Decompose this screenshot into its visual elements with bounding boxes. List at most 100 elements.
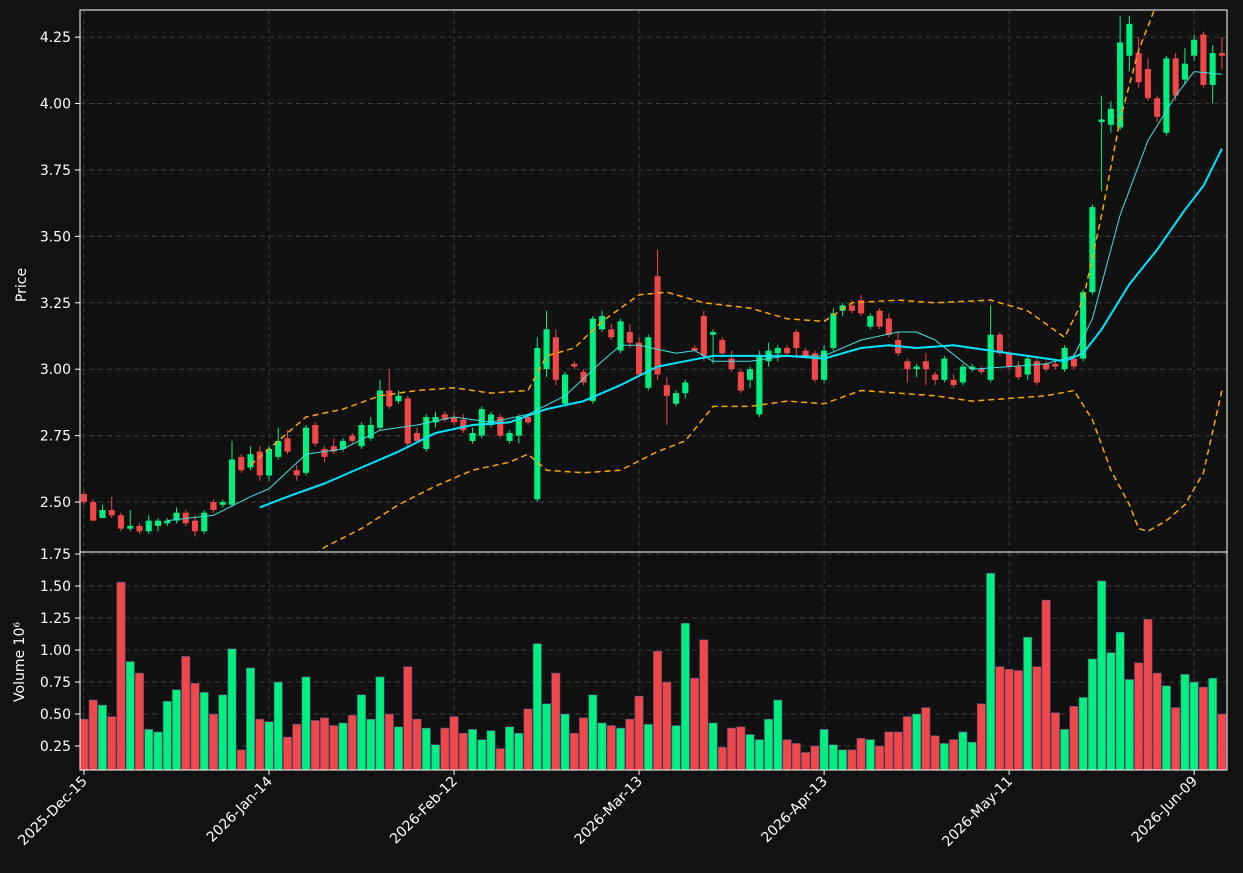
volume-bar — [930, 735, 940, 770]
candle-body — [238, 456, 245, 471]
volume-bar — [394, 726, 403, 770]
volume-bar — [431, 744, 440, 770]
y-tick-label: 1.75 — [40, 547, 71, 563]
volume-bar — [838, 749, 848, 770]
x-tick-label: 2026-Apr-13 — [758, 774, 831, 847]
candle-body — [959, 366, 966, 383]
volume-bar — [995, 666, 1005, 770]
candle-body — [1117, 42, 1124, 128]
volume-bar — [1180, 674, 1190, 770]
volume-bar — [329, 725, 339, 770]
candle-body — [719, 339, 726, 354]
candle-body — [1052, 363, 1059, 367]
volume-bar — [902, 716, 912, 770]
volume-bar — [403, 666, 413, 770]
candle-body — [450, 417, 458, 423]
volume-bar — [162, 700, 172, 770]
candle-body — [1209, 53, 1216, 85]
volume-bar — [292, 723, 302, 770]
candle-body — [275, 440, 282, 457]
candle-body — [811, 353, 818, 380]
candle-body — [793, 332, 800, 348]
volume-bar — [588, 694, 598, 770]
volume-bar — [440, 727, 450, 770]
candle-body — [802, 350, 809, 356]
candle-body — [663, 385, 670, 396]
candle-body — [154, 520, 162, 526]
volume-bar — [699, 639, 709, 770]
volume-bar — [1013, 670, 1023, 770]
candle-body — [1098, 119, 1105, 123]
volume-bar — [976, 703, 986, 770]
candle-body — [413, 432, 421, 441]
volume-bar — [690, 677, 700, 770]
volume-bar — [116, 581, 126, 770]
x-tick-label: 2026-May-11 — [939, 774, 1016, 851]
candle-body — [830, 313, 837, 348]
candle-body — [1191, 39, 1198, 56]
y-tick-label: 0.75 — [40, 675, 71, 691]
candle-body — [432, 417, 439, 423]
candle-body — [108, 510, 115, 516]
candle-body — [728, 358, 735, 370]
volume-bar — [153, 731, 163, 770]
candle-body — [460, 419, 467, 431]
candle-body — [293, 470, 300, 476]
candle-body — [1144, 68, 1151, 99]
candle-body — [821, 350, 828, 380]
candle-body — [469, 432, 476, 441]
volume-bar — [1152, 672, 1162, 770]
candle-body — [478, 409, 485, 436]
volume-bar — [912, 713, 922, 770]
candle-body — [210, 502, 217, 511]
volume-bar — [653, 651, 663, 770]
candle-body — [978, 369, 985, 372]
candle-body — [330, 446, 337, 452]
candle-body — [284, 438, 291, 452]
volume-bar — [708, 722, 718, 770]
plot-background — [80, 10, 1227, 770]
volume-bar — [1087, 658, 1097, 770]
volume-bar — [1198, 686, 1208, 770]
volume-bar — [468, 729, 478, 770]
volume-bar — [320, 717, 329, 770]
y-tick-label: 4.00 — [40, 97, 71, 113]
candle-body — [164, 520, 171, 524]
candle-body — [367, 425, 374, 439]
volume-bar — [967, 741, 977, 770]
volume-bar — [828, 744, 838, 770]
volume-bar — [736, 726, 746, 770]
volume-bar — [199, 691, 209, 770]
volume-bar — [505, 726, 515, 770]
candle-body — [645, 337, 652, 388]
volume-bar — [486, 730, 496, 770]
candle-body — [932, 374, 939, 380]
candle-body — [1135, 53, 1142, 83]
candle-body — [858, 300, 865, 314]
candle-body — [691, 347, 698, 351]
candle-body — [941, 358, 948, 380]
x-tick-label: 2026-Feb-12 — [387, 774, 461, 848]
candle-body — [682, 382, 689, 394]
volume-bar — [606, 725, 616, 770]
volume-bar — [958, 731, 968, 770]
volume-bar — [477, 739, 487, 770]
volume-bar — [579, 717, 589, 770]
volume-bar — [921, 707, 931, 770]
volume-bar — [218, 694, 228, 770]
volume-bar — [190, 682, 200, 770]
volume-bar — [1115, 631, 1125, 770]
candle-body — [867, 316, 874, 327]
y-tick-label: 3.00 — [40, 362, 71, 378]
volume-bar — [662, 681, 672, 770]
volume-bar — [801, 752, 811, 770]
volume-bar — [310, 720, 320, 770]
volume-bar — [135, 672, 144, 770]
candle-body — [562, 374, 569, 404]
candle-body — [321, 448, 328, 457]
volume-bar — [495, 748, 505, 770]
volume-bar — [773, 699, 783, 770]
candle-body — [247, 454, 254, 468]
volume-bar — [449, 716, 459, 770]
